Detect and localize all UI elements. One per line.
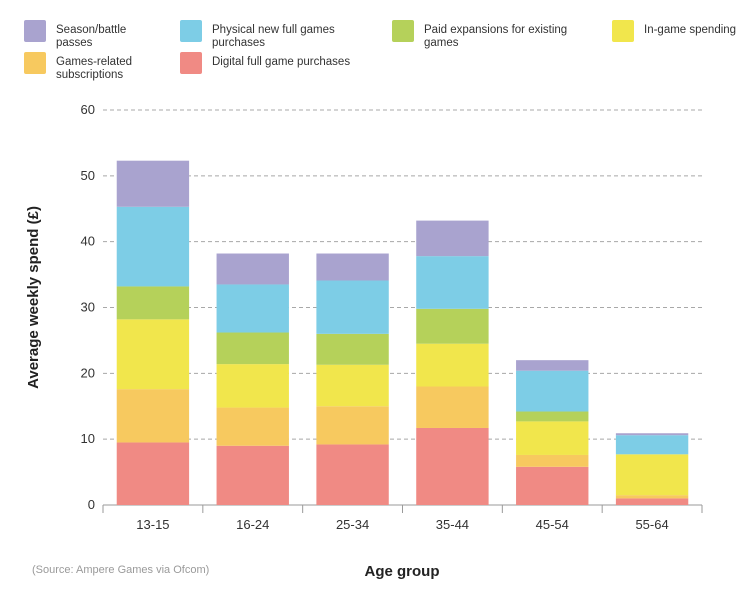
bar-25-34-in-game-spending: [316, 364, 389, 407]
y-tick-label: 60: [81, 102, 95, 117]
x-tick-label: 35-44: [436, 517, 469, 532]
bar-55-64-season-battle-passes: [615, 433, 689, 436]
legend-label: Games-related subscriptions: [56, 56, 133, 81]
x-tick-label: 55-64: [635, 517, 668, 532]
y-tick-label: 0: [88, 497, 95, 512]
bar-25-34-physical-new-full-games-purchases: [316, 280, 389, 334]
bar-35-44-season-battle-passes: [416, 220, 489, 257]
bar-45-54-paid-expansions-for-existing-games: [516, 411, 589, 422]
bar-55-64-games-related-subscriptions: [615, 495, 689, 499]
legend-item-in-game-spending: In-game spending: [612, 20, 742, 42]
y-tick-label: 10: [81, 431, 95, 446]
bar-16-24-paid-expansions-for-existing-games: [216, 332, 289, 365]
bar-25-34-games-related-subscriptions: [316, 406, 389, 445]
y-tick-label: 40: [81, 234, 95, 249]
legend-swatch: [180, 20, 202, 42]
bar-16-24-in-game-spending: [216, 364, 289, 408]
source-note: (Source: Ampere Games via Ofcom): [32, 564, 210, 576]
bar-35-44-in-game-spending: [416, 343, 489, 387]
y-tick-label: 20: [81, 365, 95, 380]
legend-swatch: [24, 20, 46, 42]
bar-25-34-season-battle-passes: [316, 253, 389, 281]
legend-item-paid-expansions-for-existing-games: Paid expansions for existing games: [392, 20, 602, 50]
bar-35-44-paid-expansions-for-existing-games: [416, 308, 489, 344]
bar-35-44-digital-full-game-purchases: [416, 427, 489, 505]
bar-13-15-games-related-subscriptions: [116, 389, 190, 443]
x-tick-label: 25-34: [336, 517, 369, 532]
y-tick-label: 50: [81, 168, 95, 183]
legend-label: Physical new full games purchases: [212, 24, 335, 49]
x-tick-label: 45-54: [536, 517, 569, 532]
x-axis-title: Age group: [365, 563, 440, 580]
legend-item-digital-full-game-purchases: Digital full game purchases: [180, 52, 380, 74]
legend-swatch: [180, 52, 202, 74]
bar-16-24-games-related-subscriptions: [216, 407, 289, 446]
legend-item-games-related-subscriptions: Games-related subscriptions: [24, 52, 154, 82]
legend-label: In-game spending: [644, 24, 737, 36]
bar-45-54-in-game-spending: [516, 421, 589, 455]
bar-45-54-digital-full-game-purchases: [516, 466, 589, 505]
bar-25-34-digital-full-game-purchases: [316, 444, 389, 505]
legend-label: Digital full game purchases: [212, 56, 351, 68]
bar-13-15-paid-expansions-for-existing-games: [116, 286, 190, 320]
bar-16-24-physical-new-full-games-purchases: [216, 284, 289, 333]
bar-45-54-physical-new-full-games-purchases: [516, 370, 589, 412]
legend-swatch: [612, 20, 634, 42]
legend-swatch: [24, 52, 46, 74]
x-tick-label: 13-15: [136, 517, 169, 532]
legend-label: Season/battle passes: [56, 24, 127, 49]
y-tick-label: 30: [81, 300, 95, 315]
bar-25-34-paid-expansions-for-existing-games: [316, 333, 389, 365]
chart-legend: Season/battle passes Physical new full ga…: [24, 20, 744, 82]
bar-13-15-physical-new-full-games-purchases: [116, 206, 190, 287]
bar-13-15-season-battle-passes: [116, 160, 190, 207]
bar-35-44-physical-new-full-games-purchases: [416, 256, 489, 309]
bar-35-44-games-related-subscriptions: [416, 386, 489, 428]
legend-item-season-battle-passes: Season/battle passes: [24, 20, 164, 50]
y-axis-title: Average weekly spend (£): [25, 206, 42, 389]
x-tick-label: 16-24: [236, 517, 269, 532]
bar-45-54-season-battle-passes: [516, 360, 589, 371]
bar-55-64-digital-full-game-purchases: [615, 498, 689, 505]
legend-swatch: [392, 20, 414, 42]
bar-45-54-games-related-subscriptions: [516, 454, 589, 467]
bar-13-15-in-game-spending: [116, 319, 190, 390]
legend-label: Paid expansions for existing games: [424, 24, 568, 49]
bar-55-64-in-game-spending: [615, 454, 689, 496]
bar-55-64-physical-new-full-games-purchases: [615, 435, 689, 455]
bar-16-24-digital-full-game-purchases: [216, 445, 289, 505]
bar-13-15-digital-full-game-purchases: [116, 442, 190, 505]
legend-item-physical-new-full-games-purchases: Physical new full games purchases: [180, 20, 380, 50]
bar-16-24-season-battle-passes: [216, 253, 289, 285]
